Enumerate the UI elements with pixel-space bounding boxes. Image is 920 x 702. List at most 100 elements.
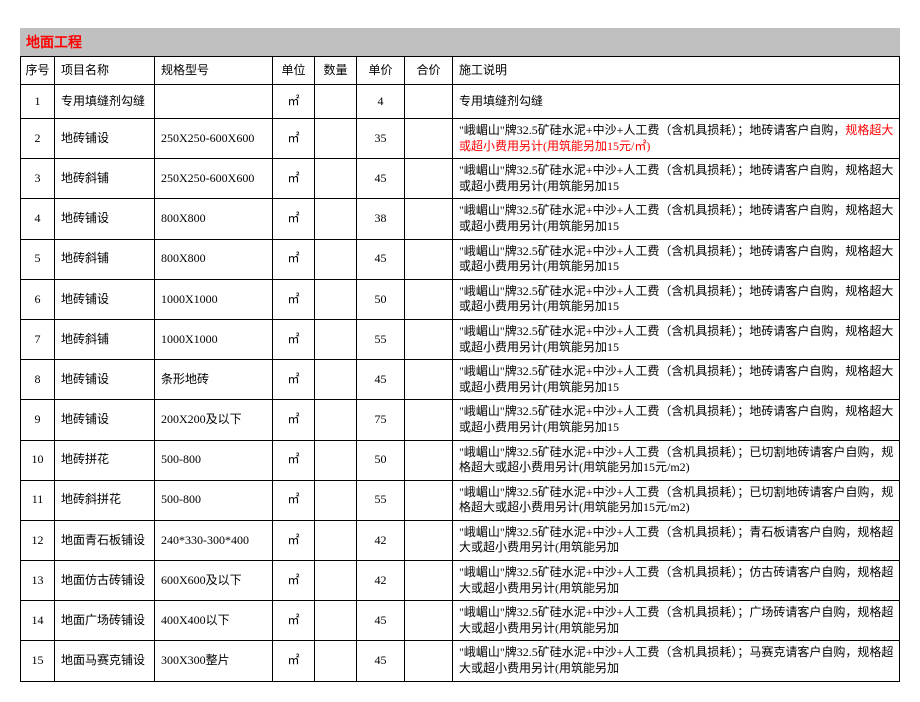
cell-spec: 400X400以下 bbox=[155, 601, 273, 641]
cell-seq: 13 bbox=[21, 561, 55, 601]
cell-qty bbox=[315, 199, 357, 239]
cell-total bbox=[405, 319, 453, 359]
cell-price: 35 bbox=[357, 119, 405, 159]
cell-unit: ㎡ bbox=[273, 159, 315, 199]
cell-name: 地砖铺设 bbox=[55, 119, 155, 159]
cell-desc: "峨嵋山"牌32.5矿硅水泥+中沙+人工费（含机具损耗）；地砖请客户自购，规格超… bbox=[453, 239, 900, 279]
table-header-row: 序号 项目名称 规格型号 单位 数量 单价 合价 施工说明 bbox=[21, 57, 900, 85]
table-row: 13地面仿古砖铺设600X600及以下㎡42"峨嵋山"牌32.5矿硅水泥+中沙+… bbox=[21, 561, 900, 601]
cell-seq: 6 bbox=[21, 279, 55, 319]
cell-spec: 1000X1000 bbox=[155, 279, 273, 319]
cell-unit: ㎡ bbox=[273, 561, 315, 601]
table-row: 8地砖铺设条形地砖㎡45"峨嵋山"牌32.5矿硅水泥+中沙+人工费（含机具损耗）… bbox=[21, 360, 900, 400]
cell-total bbox=[405, 601, 453, 641]
cell-name: 专用填缝剂勾缝 bbox=[55, 85, 155, 119]
cell-desc: "峨嵋山"牌32.5矿硅水泥+中沙+人工费（含机具损耗）；地砖请客户自购，规格超… bbox=[453, 279, 900, 319]
cell-unit: ㎡ bbox=[273, 85, 315, 119]
table-row: 3地砖斜铺250X250-600X600㎡45"峨嵋山"牌32.5矿硅水泥+中沙… bbox=[21, 159, 900, 199]
cell-unit: ㎡ bbox=[273, 199, 315, 239]
cell-qty bbox=[315, 601, 357, 641]
cell-qty bbox=[315, 159, 357, 199]
cell-qty bbox=[315, 561, 357, 601]
table-row: 12地面青石板铺设240*330-300*400㎡ 42 "峨嵋山"牌32.5矿硅水… bbox=[21, 520, 900, 560]
cell-name: 地面青石板铺设 bbox=[55, 520, 155, 560]
cell-unit: ㎡ bbox=[273, 520, 315, 560]
cell-desc: "峨嵋山"牌32.5矿硅水泥+中沙+人工费（含机具损耗）；地砖请客户自购，规格超… bbox=[453, 159, 900, 199]
cell-unit: ㎡ bbox=[273, 400, 315, 440]
cell-seq: 3 bbox=[21, 159, 55, 199]
cell-desc: "峨嵋山"牌32.5矿硅水泥+中沙+人工费（含机具损耗）；地砖请客户自购，规格超… bbox=[453, 119, 900, 159]
cell-price: 50 bbox=[357, 279, 405, 319]
cell-total bbox=[405, 279, 453, 319]
cell-unit: ㎡ bbox=[273, 119, 315, 159]
cell-qty bbox=[315, 360, 357, 400]
table-row: 14地面广场砖铺设400X400以下㎡45"峨嵋山"牌32.5矿硅水泥+中沙+人… bbox=[21, 601, 900, 641]
cell-seq: 14 bbox=[21, 601, 55, 641]
cell-desc: 专用填缝剂勾缝 bbox=[453, 85, 900, 119]
cell-price: 38 bbox=[357, 199, 405, 239]
cell-name: 地砖斜拼花 bbox=[55, 480, 155, 520]
cell-price: 45 bbox=[357, 159, 405, 199]
cell-desc: "峨嵋山"牌32.5矿硅水泥+中沙+人工费（含机具损耗）；马赛克请客户自购，规格… bbox=[453, 641, 900, 681]
cell-spec: 500-800 bbox=[155, 480, 273, 520]
cell-total bbox=[405, 85, 453, 119]
cell-price: 45 bbox=[357, 239, 405, 279]
cell-spec: 240*330-300*400 bbox=[155, 520, 273, 560]
cell-seq: 12 bbox=[21, 520, 55, 560]
cell-price: 42 bbox=[357, 520, 405, 560]
col-header-desc: 施工说明 bbox=[453, 57, 900, 85]
cell-spec: 200X200及以下 bbox=[155, 400, 273, 440]
cell-unit: ㎡ bbox=[273, 239, 315, 279]
cell-price: 45 bbox=[357, 360, 405, 400]
cell-spec: 600X600及以下 bbox=[155, 561, 273, 601]
col-header-unit: 单位 bbox=[273, 57, 315, 85]
cell-name: 地砖斜铺 bbox=[55, 319, 155, 359]
col-header-spec: 规格型号 bbox=[155, 57, 273, 85]
cell-seq: 15 bbox=[21, 641, 55, 681]
cell-name: 地砖铺设 bbox=[55, 400, 155, 440]
cell-name: 地砖斜铺 bbox=[55, 239, 155, 279]
cell-qty bbox=[315, 520, 357, 560]
cell-unit: ㎡ bbox=[273, 360, 315, 400]
cell-spec: 500-800 bbox=[155, 440, 273, 480]
cell-seq: 10 bbox=[21, 440, 55, 480]
cell-spec: 800X800 bbox=[155, 199, 273, 239]
cell-name: 地砖斜铺 bbox=[55, 159, 155, 199]
cell-spec: 300X300整片 bbox=[155, 641, 273, 681]
cell-name: 地砖铺设 bbox=[55, 279, 155, 319]
cell-price: 4 bbox=[357, 85, 405, 119]
cell-desc: "峨嵋山"牌32.5矿硅水泥+中沙+人工费（含机具损耗）；地砖请客户自购，规格超… bbox=[453, 400, 900, 440]
cell-qty bbox=[315, 119, 357, 159]
col-header-price: 单价 bbox=[357, 57, 405, 85]
table-row: 4地砖铺设800X800㎡38"峨嵋山"牌32.5矿硅水泥+中沙+人工费（含机具… bbox=[21, 199, 900, 239]
col-header-qty: 数量 bbox=[315, 57, 357, 85]
table-row: 6地砖铺设1000X1000㎡50"峨嵋山"牌32.5矿硅水泥+中沙+人工费（含… bbox=[21, 279, 900, 319]
cell-total bbox=[405, 400, 453, 440]
cell-seq: 9 bbox=[21, 400, 55, 440]
cell-price: 55 bbox=[357, 319, 405, 359]
table-row: 9地砖铺设200X200及以下㎡ 75 "峨嵋山"牌32.5矿硅水泥+中沙+人工费（… bbox=[21, 400, 900, 440]
cell-total bbox=[405, 641, 453, 681]
cell-spec: 800X800 bbox=[155, 239, 273, 279]
cell-seq: 5 bbox=[21, 239, 55, 279]
cell-desc: "峨嵋山"牌32.5矿硅水泥+中沙+人工费（含机具损耗）；地砖请客户自购，规格超… bbox=[453, 319, 900, 359]
cell-price: 50 bbox=[357, 440, 405, 480]
cell-seq: 8 bbox=[21, 360, 55, 400]
cell-desc: "峨嵋山"牌32.5矿硅水泥+中沙+人工费（含机具损耗）；地砖请客户自购，规格超… bbox=[453, 199, 900, 239]
cell-price: 42 bbox=[357, 561, 405, 601]
table-row: 5地砖斜铺800X800㎡ 45 "峨嵋山"牌32.5矿硅水泥+中沙+人工费（含机具… bbox=[21, 239, 900, 279]
cell-name: 地砖拼花 bbox=[55, 440, 155, 480]
cell-qty bbox=[315, 400, 357, 440]
cell-total bbox=[405, 520, 453, 560]
cell-unit: ㎡ bbox=[273, 601, 315, 641]
cell-name: 地砖铺设 bbox=[55, 199, 155, 239]
cell-spec: 1000X1000 bbox=[155, 319, 273, 359]
cell-unit: ㎡ bbox=[273, 319, 315, 359]
cell-price: 75 bbox=[357, 400, 405, 440]
table-row: 10地砖拼花500-800㎡50"峨嵋山"牌32.5矿硅水泥+中沙+人工费（含机… bbox=[21, 440, 900, 480]
cell-qty bbox=[315, 279, 357, 319]
cell-total bbox=[405, 480, 453, 520]
cell-desc: "峨嵋山"牌32.5矿硅水泥+中沙+人工费（含机具损耗）；地砖请客户自购，规格超… bbox=[453, 360, 900, 400]
cell-total bbox=[405, 360, 453, 400]
cell-desc: "峨嵋山"牌32.5矿硅水泥+中沙+人工费（含机具损耗）；青石板请客户自购，规格… bbox=[453, 520, 900, 560]
